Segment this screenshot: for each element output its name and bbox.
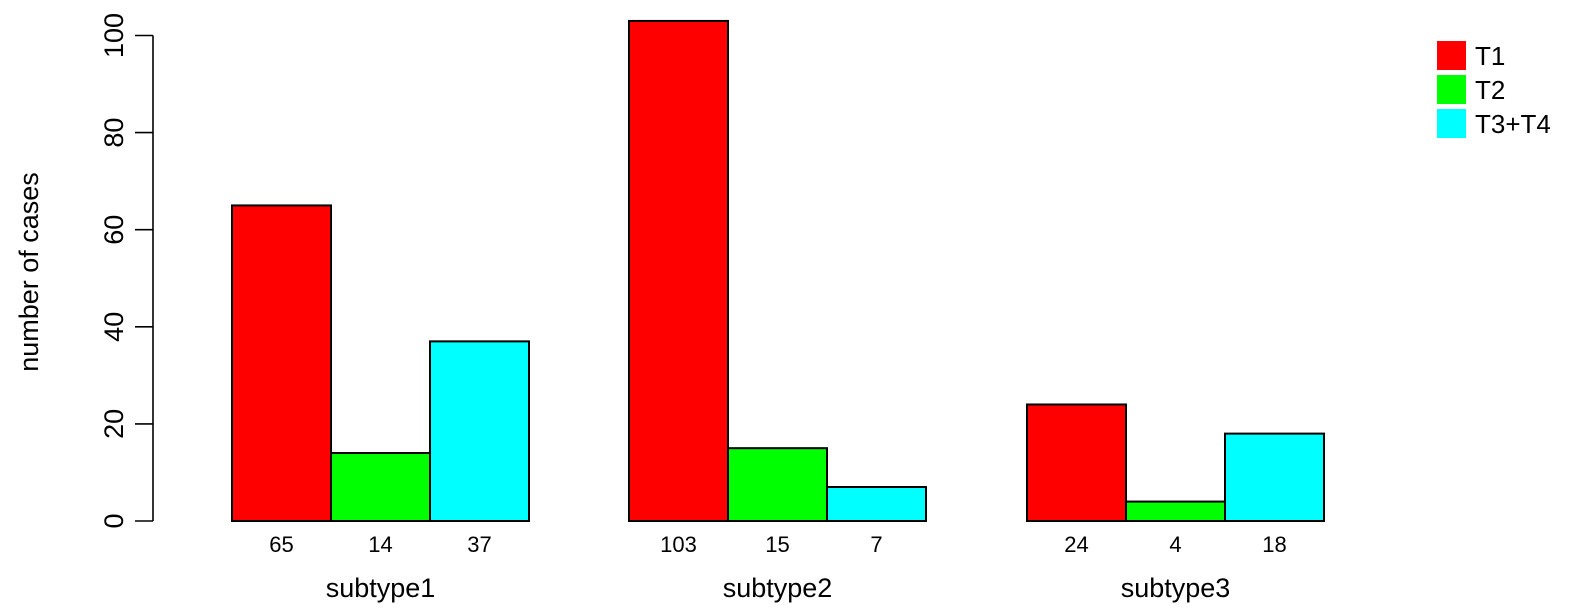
bar-subtype3-T2 bbox=[1125, 500, 1226, 522]
bar-subtype3-T1 bbox=[1026, 403, 1127, 523]
legend-swatch bbox=[1437, 41, 1466, 70]
bar-value-label: 15 bbox=[765, 532, 789, 557]
bar-subtype2-T2 bbox=[727, 447, 828, 522]
bar-value-label: 37 bbox=[467, 532, 491, 557]
bar-value-label: 18 bbox=[1262, 532, 1286, 557]
legend-swatch bbox=[1437, 75, 1466, 104]
legend-swatch bbox=[1437, 109, 1466, 138]
y-tick-label: 0 bbox=[99, 513, 129, 528]
legend-label: T2 bbox=[1475, 75, 1505, 105]
y-axis-label: number of cases bbox=[14, 172, 44, 372]
bar-value-label: 4 bbox=[1169, 532, 1181, 557]
bar-subtype1-T3+T4 bbox=[429, 340, 530, 522]
legend-item: T2 bbox=[1437, 75, 1505, 105]
category-label: subtype2 bbox=[723, 573, 833, 603]
y-tick-label: 20 bbox=[99, 409, 129, 439]
bar-subtype1-T1 bbox=[231, 204, 332, 523]
bar-value-label: 14 bbox=[368, 532, 392, 557]
y-tick-label: 60 bbox=[99, 215, 129, 245]
category-label: subtype3 bbox=[1121, 573, 1231, 603]
y-tick-label: 80 bbox=[99, 118, 129, 148]
bar-subtype1-T2 bbox=[330, 452, 431, 522]
bars bbox=[231, 19, 1325, 523]
y-tick-label: 100 bbox=[99, 13, 129, 58]
bar-subtype2-T3+T4 bbox=[826, 486, 927, 523]
legend-label: T3+T4 bbox=[1475, 109, 1551, 139]
bar-subtype2-T1 bbox=[628, 19, 729, 523]
y-tick-label: 40 bbox=[99, 312, 129, 342]
legend: T1 T2 T3+T4 bbox=[1437, 41, 1551, 139]
legend-label: T1 bbox=[1475, 41, 1505, 71]
bar-value-label: 65 bbox=[269, 532, 293, 557]
legend-item: T1 bbox=[1437, 41, 1505, 71]
legend-item: T3+T4 bbox=[1437, 109, 1551, 139]
bar-value-label: 24 bbox=[1064, 532, 1088, 557]
bar-value-label: 7 bbox=[870, 532, 882, 557]
bar-subtype3-T3+T4 bbox=[1224, 432, 1325, 522]
category-labels: subtype1 subtype2 subtype3 bbox=[326, 573, 1231, 603]
bar-value-label: 103 bbox=[660, 532, 697, 557]
category-label: subtype1 bbox=[326, 573, 436, 603]
y-axis: 0 20 40 60 80 100 bbox=[99, 13, 154, 529]
bar-value-labels: 65 14 37 103 15 7 24 4 18 bbox=[269, 532, 1286, 557]
